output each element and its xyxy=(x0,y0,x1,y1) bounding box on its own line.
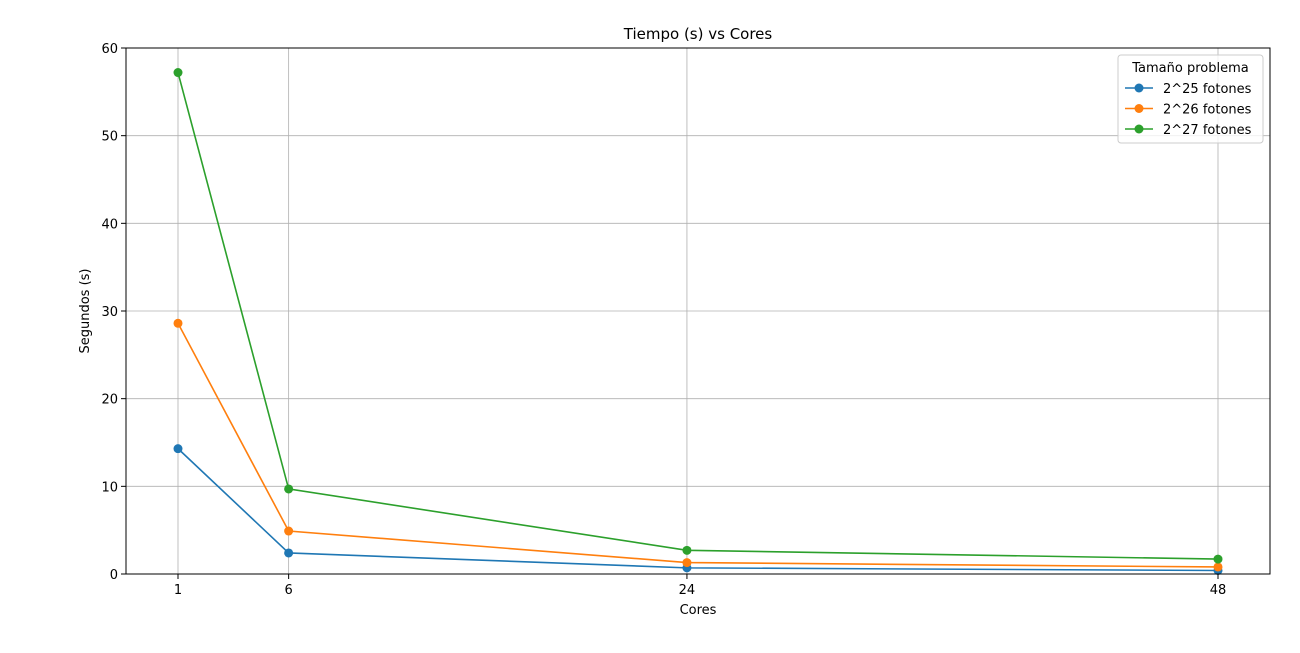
data-point xyxy=(284,484,294,494)
legend-marker xyxy=(1134,83,1144,93)
legend-entry: 2^27 fotones xyxy=(1125,123,1252,138)
series-3 xyxy=(173,68,1223,564)
y-tick-label: 50 xyxy=(101,130,118,145)
legend-marker xyxy=(1134,124,1144,134)
data-point xyxy=(284,548,294,558)
chart-title: Tiempo (s) vs Cores xyxy=(623,25,773,43)
y-axis-label: Segundos (s) xyxy=(78,268,93,353)
series-line xyxy=(177,72,1219,560)
legend-box xyxy=(1117,54,1264,144)
y-tick-label: 0 xyxy=(110,568,118,583)
legend: Tamaño problema 2^25 fotones 2^26 fotones… xyxy=(1117,54,1264,144)
x-tick-label: 6 xyxy=(284,583,292,598)
data-point xyxy=(173,318,183,328)
y-tick-label: 40 xyxy=(101,217,118,232)
data-point xyxy=(1213,562,1223,572)
x-tick-label: 1 xyxy=(174,583,182,598)
legend-entry: 2^26 fotones xyxy=(1125,103,1252,118)
x-axis-label: Cores xyxy=(680,603,717,618)
axis-ticks: 1 6 24 48 0 10 20 30 40 50 60 xyxy=(101,42,1226,598)
legend-title: Tamaño problema xyxy=(1131,61,1248,76)
data-point xyxy=(173,444,183,454)
data-point xyxy=(173,68,183,78)
legend-entry: 2^25 fotones xyxy=(1125,82,1252,97)
y-tick-label: 20 xyxy=(101,393,118,408)
data-point xyxy=(682,545,692,555)
data-point xyxy=(284,526,294,536)
series-layer xyxy=(173,68,1223,575)
data-point xyxy=(1213,554,1223,564)
x-tick-label: 24 xyxy=(679,583,696,598)
y-tick-label: 10 xyxy=(101,480,118,495)
legend-label: 2^25 fotones xyxy=(1163,82,1252,97)
legend-label: 2^26 fotones xyxy=(1163,103,1252,118)
series-2 xyxy=(173,318,1223,572)
y-tick-label: 30 xyxy=(101,305,118,320)
legend-label: 2^27 fotones xyxy=(1163,123,1252,138)
legend-marker xyxy=(1134,104,1144,113)
y-tick-label: 60 xyxy=(101,42,118,57)
series-line xyxy=(177,322,1219,568)
data-point xyxy=(682,558,692,568)
x-tick-label: 48 xyxy=(1210,583,1227,598)
series-line xyxy=(177,448,1219,572)
